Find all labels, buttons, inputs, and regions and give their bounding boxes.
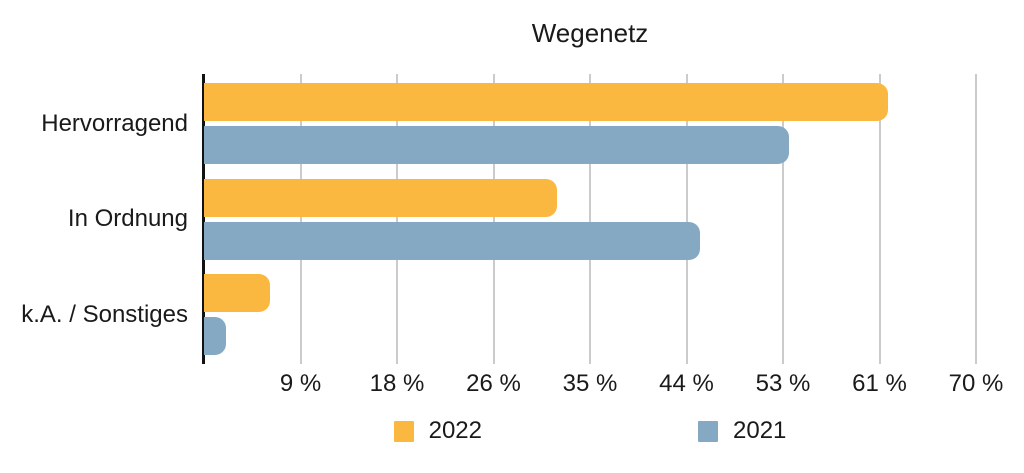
x-tick-label: 18 % (369, 370, 425, 397)
legend-item-2021: 2021 (698, 417, 786, 445)
x-tick-label: 9 % (279, 370, 322, 397)
chart-title: Wegenetz (531, 18, 649, 48)
bar-2022 (204, 83, 888, 121)
gridline (878, 74, 881, 364)
bar-group: k.A. / Sonstiges (21, 274, 976, 355)
x-tick-label: 44 % (659, 370, 714, 397)
bar-2021 (204, 126, 789, 164)
bar-2022 (204, 178, 557, 217)
category-label: k.A. / Sonstiges (21, 300, 188, 328)
x-tick-label: 70 % (948, 370, 1004, 397)
x-tick-label: 61 % (852, 370, 907, 397)
x-tick-label: 35 % (562, 370, 618, 397)
gridline (589, 74, 591, 364)
bar-2022 (204, 274, 271, 312)
legend-label: 2021 (733, 417, 787, 444)
legend-item-2022: 2022 (393, 417, 482, 445)
gridline (975, 74, 977, 364)
plot-area: Hervorragend In Ordnung k.A. / Sonstiges 9… (21, 74, 1003, 397)
gridline (782, 74, 784, 364)
x-tick-label: 53 % (755, 370, 811, 397)
bar-group: Hervorragend (41, 83, 976, 164)
legend-label: 2022 (428, 417, 482, 444)
category-label: Hervorragend (41, 109, 188, 137)
gridline (685, 74, 688, 364)
gridline (396, 74, 398, 364)
x-axis-tick-labels: 9 % 18 % 26 % 35 % 44 % 53 % 61 % 70 % (204, 361, 1004, 397)
bar-2021 (204, 221, 701, 260)
category-label: In Ordnung (67, 205, 188, 232)
bar-group: In Ordnung (68, 178, 976, 260)
legend-swatch (393, 420, 414, 442)
y-axis-line (202, 74, 205, 364)
legend: 2022 2021 (204, 417, 976, 445)
x-tick-label: 26 % (466, 370, 521, 397)
gridline (299, 74, 302, 364)
gridlines (204, 74, 977, 364)
gridline (492, 74, 495, 364)
bar-2021 (204, 317, 227, 355)
legend-swatch (698, 420, 718, 442)
bar-rows: Hervorragend In Ordnung k.A. / Sonstiges (21, 74, 976, 361)
